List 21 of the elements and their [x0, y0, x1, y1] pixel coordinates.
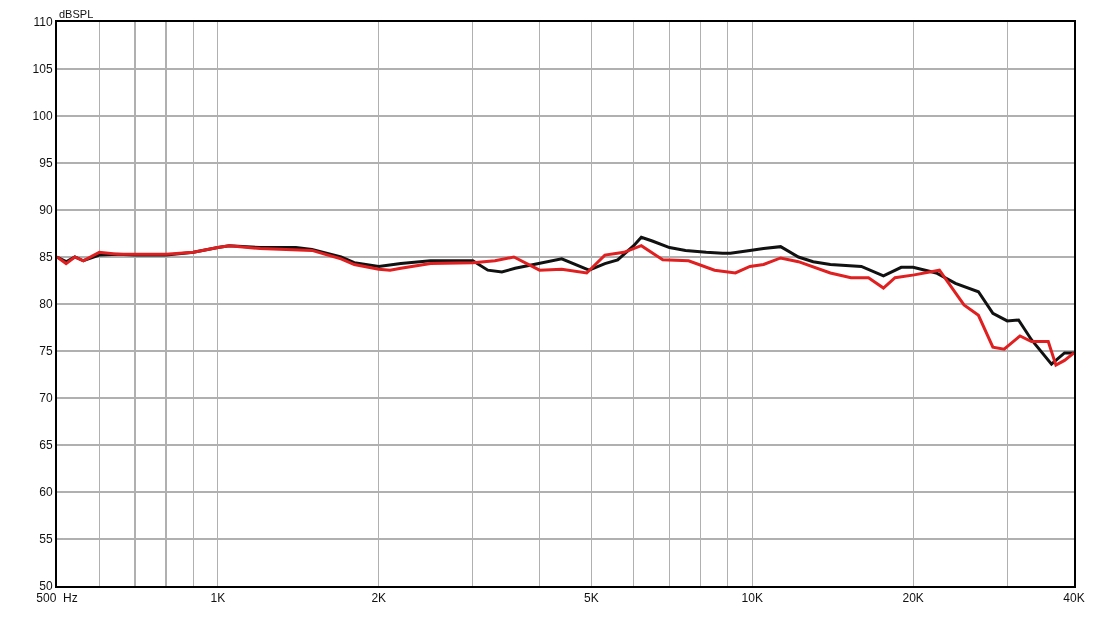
y-tick-label: 65	[39, 438, 53, 453]
x-tick-label: 500 Hz	[36, 591, 78, 606]
x-tick-label: 40K	[1063, 591, 1085, 606]
x-tick-label: 10K	[741, 591, 763, 606]
y-tick-label: 90	[39, 203, 53, 218]
y-tick-label: 110	[33, 15, 53, 30]
x-tick-label: 5K	[584, 591, 599, 606]
y-tick-label: 75	[39, 344, 53, 359]
y-tick-label: 95	[39, 156, 53, 171]
y-tick-label: 70	[39, 391, 53, 406]
y-tick-label: 105	[32, 62, 53, 77]
y-tick-label: 55	[39, 532, 53, 547]
y-tick-label: 100	[32, 109, 53, 124]
y-axis-title: dBSPL	[59, 8, 94, 20]
x-tick-label: 2K	[371, 591, 387, 606]
y-tick-label: 50	[39, 579, 53, 594]
y-tick-label: 60	[39, 485, 53, 500]
y-tick-label: 80	[39, 297, 53, 312]
x-tick-label: 1K	[210, 591, 226, 606]
x-tick-label: 20K	[902, 591, 924, 606]
y-tick-label: 85	[39, 250, 53, 265]
